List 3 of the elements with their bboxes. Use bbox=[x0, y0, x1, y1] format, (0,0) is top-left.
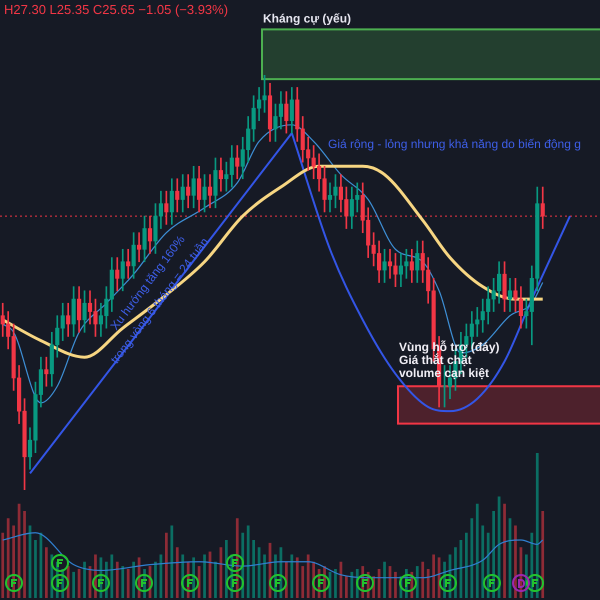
annotation: Giá rộng - lỏng nhưng khả năng do biến động g bbox=[328, 137, 581, 151]
chart-title: H27.30 L25.35 C25.65 −1.05 (−3.93%) bbox=[4, 2, 228, 17]
band-label: Kháng cự (yếu) bbox=[263, 12, 352, 26]
